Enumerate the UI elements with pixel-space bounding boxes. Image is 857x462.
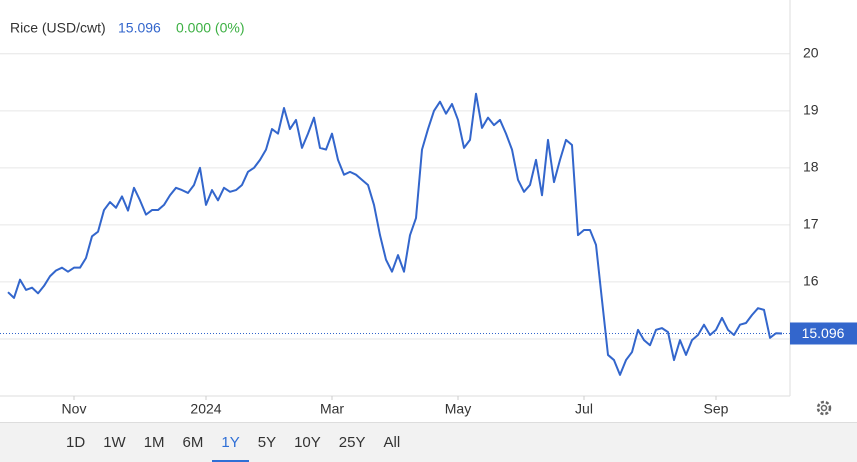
settings-icon[interactable] xyxy=(816,400,832,416)
y-tick-label: 20 xyxy=(803,44,819,60)
y-tick-label: 19 xyxy=(803,102,819,118)
y-tick-label: 17 xyxy=(803,216,819,232)
range-button[interactable]: 10Y xyxy=(294,433,321,451)
range-button[interactable]: 25Y xyxy=(338,433,366,451)
x-tick-label: May xyxy=(445,401,471,417)
x-tick-label: Sep xyxy=(704,401,729,417)
range-button[interactable]: 1D xyxy=(66,433,86,451)
chart: Rice (USD/cwt) 15.096 0.000 (0%) 1516171… xyxy=(0,0,857,417)
chart-title: Rice (USD/cwt) xyxy=(10,20,106,36)
range-button[interactable]: 6M xyxy=(182,433,204,451)
price-line xyxy=(7,92,783,376)
range-button[interactable]: All xyxy=(383,433,401,451)
header-price: 15.096 xyxy=(118,20,161,36)
x-tick-label: Nov xyxy=(62,401,87,417)
x-tick-label: Mar xyxy=(320,401,344,417)
header-change: 0.000 (0%) xyxy=(176,20,244,36)
range-button[interactable]: 1Y xyxy=(212,424,249,462)
last-price-box xyxy=(790,322,857,345)
range-button[interactable]: 1M xyxy=(143,433,165,451)
y-tick-label: 16 xyxy=(803,273,819,289)
range-selector: 1D 1W 1M 6M 1Y 5Y 10Y 25Y All xyxy=(0,422,857,462)
x-tick-label: Jul xyxy=(575,401,593,417)
y-tick-label: 18 xyxy=(803,159,819,175)
last-price-label: 15.096 xyxy=(802,325,845,341)
range-button[interactable]: 1W xyxy=(103,433,126,451)
x-tick-label: 2024 xyxy=(190,401,221,417)
range-button[interactable]: 5Y xyxy=(257,433,277,451)
